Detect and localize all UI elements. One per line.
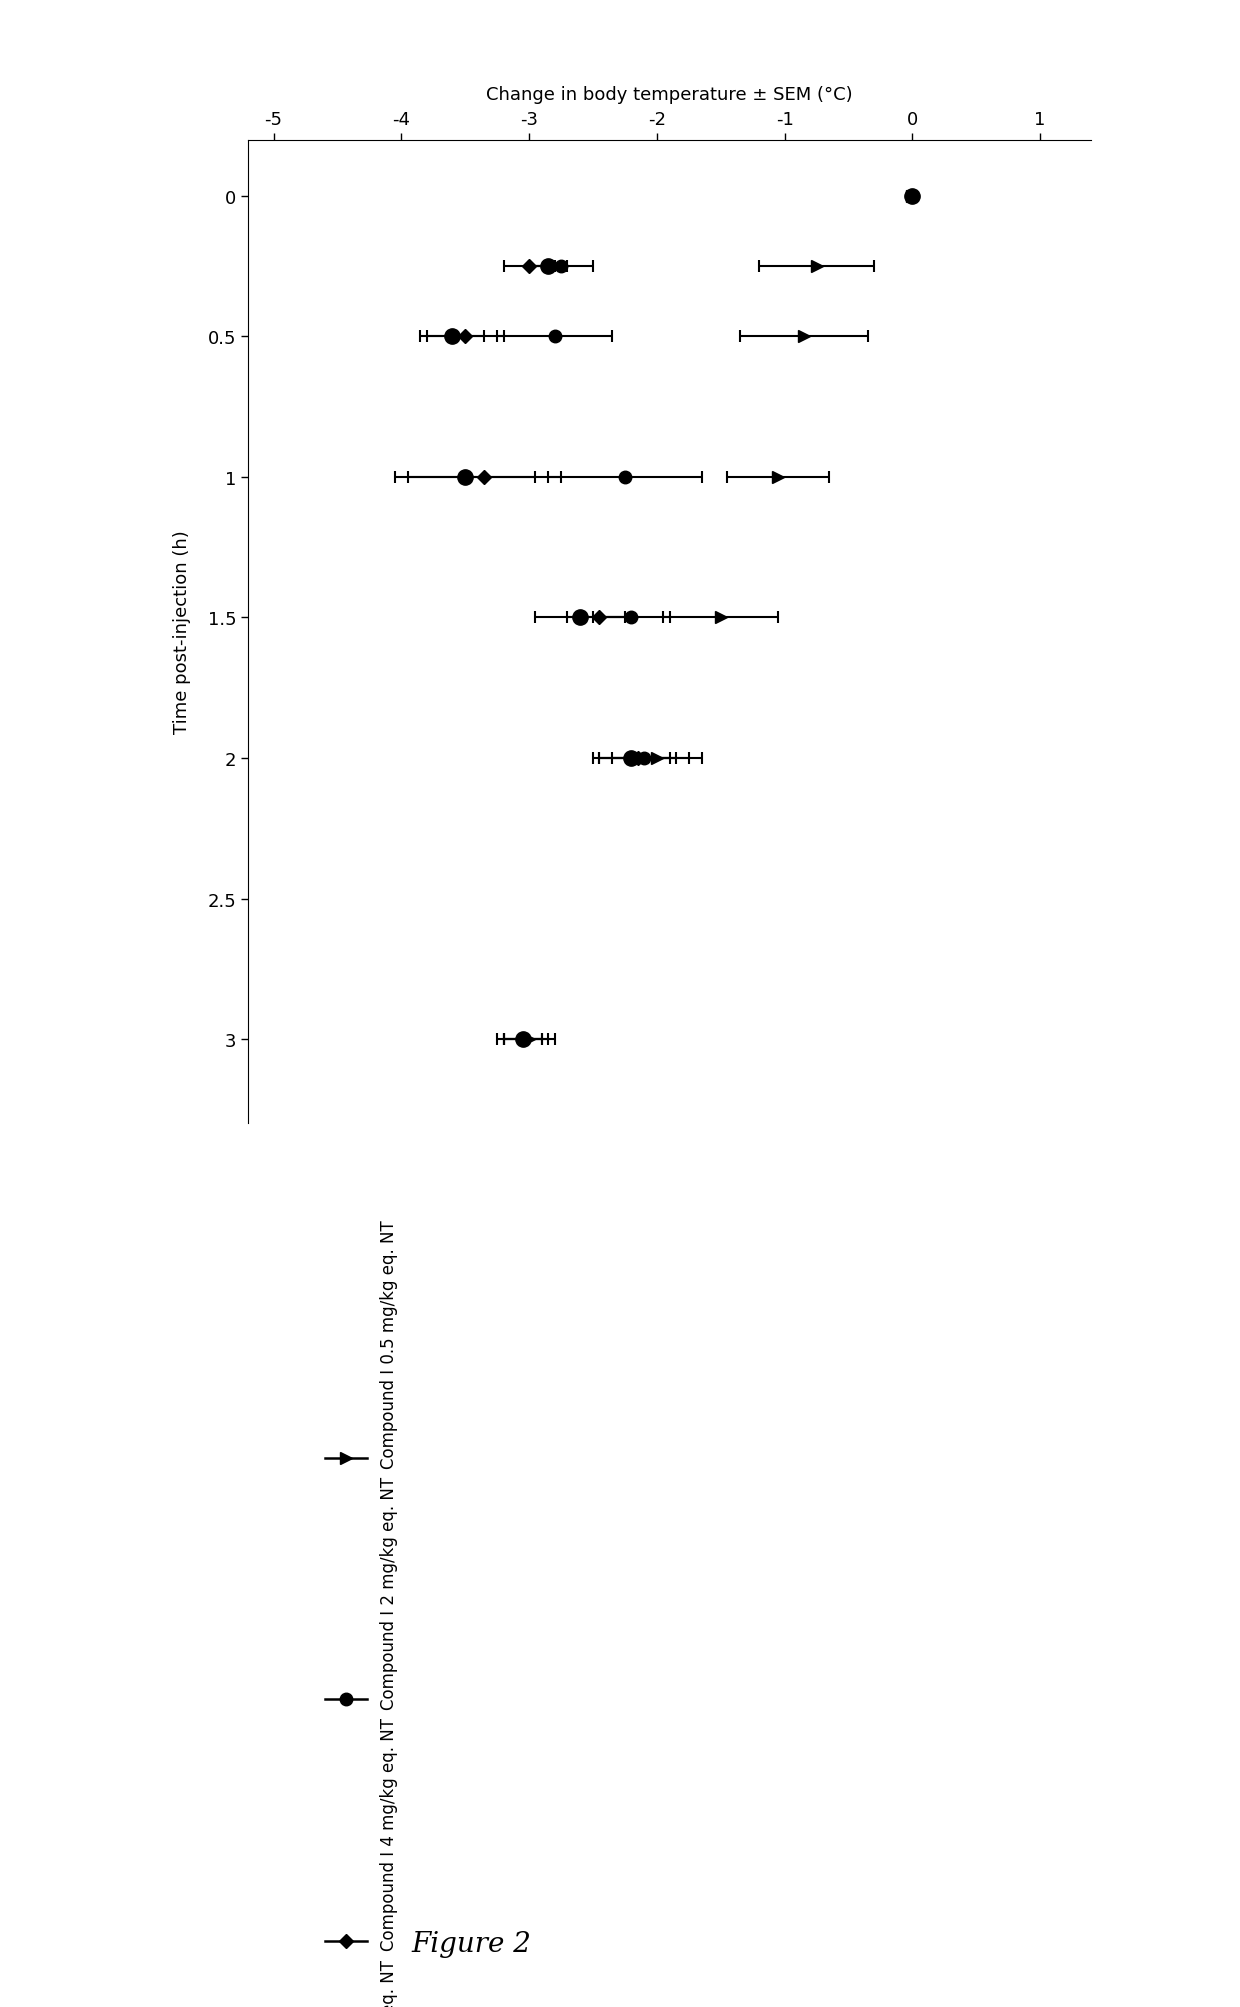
X-axis label: Change in body temperature ± SEM (°C): Change in body temperature ± SEM (°C)	[486, 86, 853, 104]
Y-axis label: Time post-injection (h): Time post-injection (h)	[172, 530, 191, 735]
Text: Figure 2: Figure 2	[412, 1931, 531, 1957]
Legend: Compound I 0.5 mg/kg eq. NT, Compound I 2 mg/kg eq. NT, Compound I 4 mg/kg eq. N: Compound I 0.5 mg/kg eq. NT, Compound I …	[319, 1212, 404, 2007]
